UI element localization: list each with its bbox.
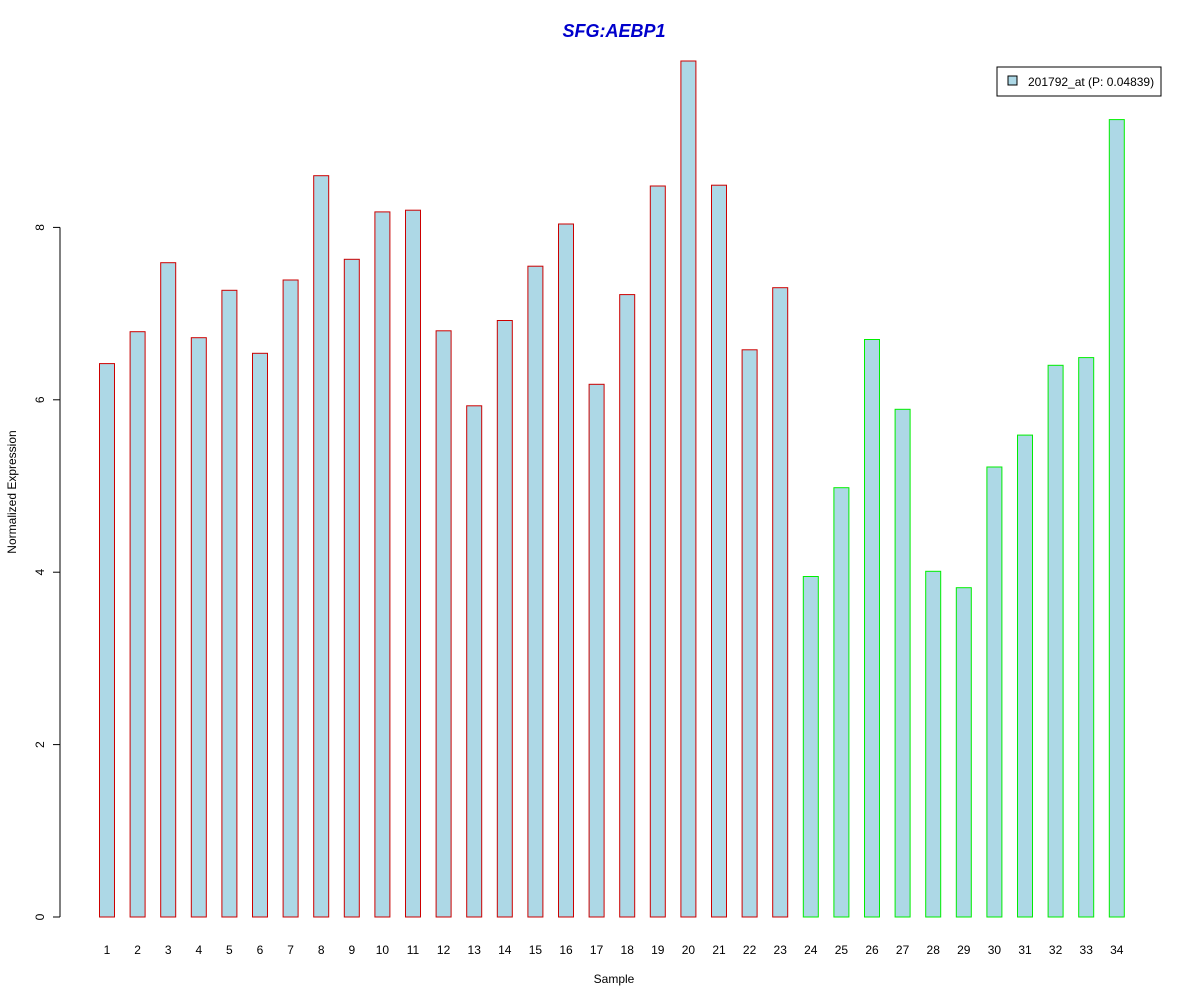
bar	[99, 363, 115, 918]
y-tick-label: 6	[33, 396, 47, 403]
bar	[313, 175, 330, 918]
x-tick-label: 30	[988, 943, 1002, 957]
bar	[588, 383, 605, 918]
bar	[1017, 434, 1033, 918]
x-tick-label: 9	[348, 943, 355, 957]
bar	[955, 587, 972, 918]
bar	[925, 570, 942, 918]
x-tick-label: 8	[318, 943, 325, 957]
y-axis-title: Normalized Expression	[5, 430, 19, 553]
bar	[1047, 364, 1064, 918]
x-tick-label: 27	[896, 943, 910, 957]
x-tick-label: 5	[226, 943, 233, 957]
x-tick-label: 31	[1018, 943, 1032, 957]
bar	[252, 352, 268, 918]
x-tick-label: 23	[774, 943, 788, 957]
y-tick-label: 8	[33, 224, 47, 231]
bar	[343, 258, 360, 918]
x-tick-label: 14	[498, 943, 512, 957]
x-axis-title: Sample	[594, 972, 635, 986]
bar	[619, 294, 636, 918]
x-tick-label: 22	[743, 943, 757, 957]
x-tick-label: 1	[104, 943, 111, 957]
y-tick-label: 0	[33, 913, 47, 920]
bar	[496, 320, 513, 918]
x-tick-label: 26	[865, 943, 879, 957]
bar	[466, 405, 483, 918]
x-tick-label: 10	[376, 943, 390, 957]
y-axis: 0 2 4 6 8	[33, 224, 61, 920]
bar	[1108, 119, 1125, 918]
legend: 201792_at (P: 0.04839)	[996, 66, 1162, 97]
x-tick-label: 25	[835, 943, 849, 957]
x-tick-label: 33	[1080, 943, 1094, 957]
x-tick-label: 29	[957, 943, 971, 957]
x-tick-label: 34	[1110, 943, 1124, 957]
bar	[802, 576, 819, 918]
bar	[986, 466, 1003, 918]
bar	[649, 185, 666, 918]
bar	[374, 211, 391, 918]
bar	[772, 287, 789, 918]
x-tick-label: 21	[712, 943, 726, 957]
x-tick-label: 12	[437, 943, 451, 957]
x-tick-label: 13	[468, 943, 482, 957]
bar	[129, 331, 146, 918]
legend-label: 201792_at (P: 0.04839)	[1028, 75, 1154, 89]
x-tick-label: 7	[287, 943, 294, 957]
bar	[680, 60, 697, 918]
x-tick-label: 15	[529, 943, 543, 957]
x-tick-label: 17	[590, 943, 604, 957]
bar	[405, 209, 421, 918]
x-tick-label: 2	[134, 943, 141, 957]
bar	[864, 339, 880, 918]
bar	[711, 184, 727, 918]
x-tick-label: 24	[804, 943, 818, 957]
bars	[99, 60, 1125, 918]
bar	[221, 289, 238, 918]
bar	[558, 223, 574, 918]
bar	[527, 265, 544, 918]
x-tick-label: 20	[682, 943, 696, 957]
bar	[282, 279, 299, 918]
y-tick-label: 4	[33, 569, 47, 576]
x-tick-label: 3	[165, 943, 172, 957]
x-tick-label: 18	[621, 943, 635, 957]
x-tick-label: 28	[927, 943, 941, 957]
bar	[741, 349, 758, 918]
bar	[190, 337, 207, 918]
legend-swatch	[1007, 75, 1018, 86]
x-tick-label: 6	[257, 943, 264, 957]
x-tick-label: 16	[559, 943, 573, 957]
bar	[833, 487, 850, 918]
bar	[894, 408, 911, 918]
bar	[1078, 357, 1095, 918]
y-tick-label: 2	[33, 741, 47, 748]
bar	[160, 262, 177, 918]
x-tick-label: 19	[651, 943, 665, 957]
x-tick-label: 32	[1049, 943, 1063, 957]
legend-box	[996, 66, 1162, 97]
x-tick-labels: 1 2 3 4 5 6 7 8 9 10 11 12 13 14 15 16 17 18 19 20 21 22 23 24 2…	[104, 943, 1124, 957]
x-tick-label: 4	[195, 943, 202, 957]
x-tick-label: 11	[407, 943, 420, 957]
bar	[435, 330, 452, 918]
chart-title: SFG:AEBP1	[562, 21, 665, 41]
